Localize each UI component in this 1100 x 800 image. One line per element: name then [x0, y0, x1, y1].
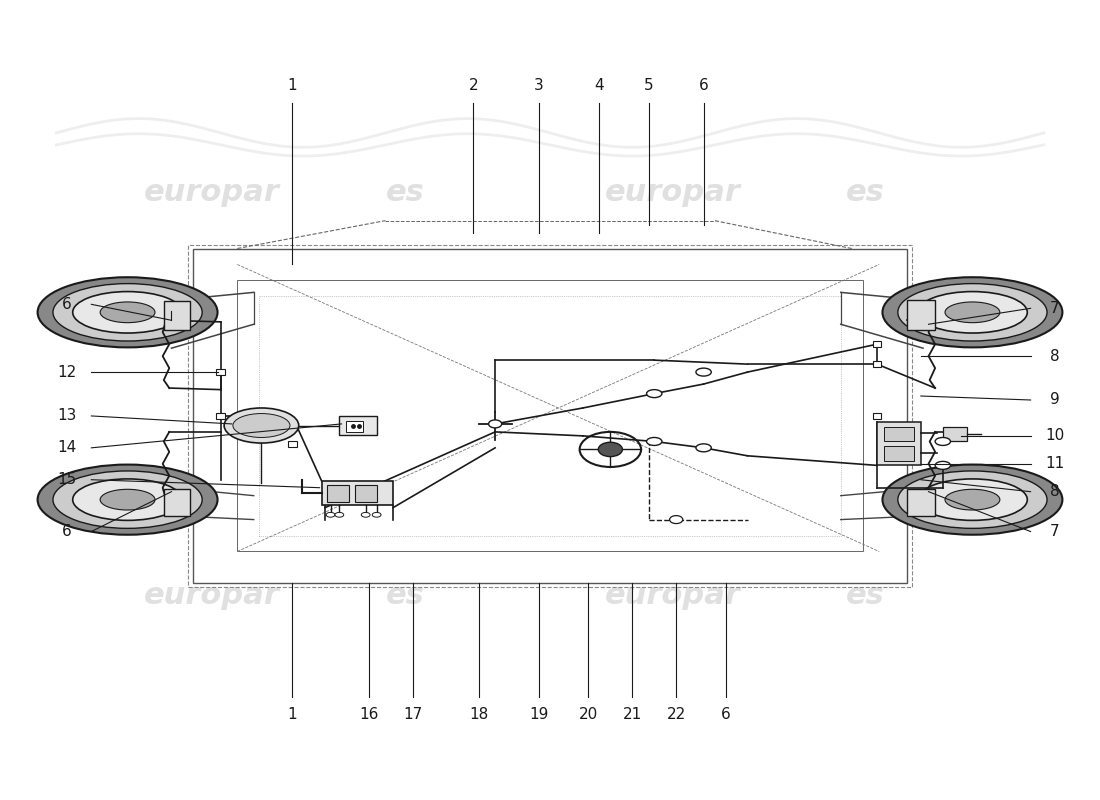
Text: es: es — [846, 178, 886, 207]
Ellipse shape — [53, 471, 202, 528]
Ellipse shape — [917, 479, 1027, 520]
Text: 7: 7 — [1049, 524, 1059, 539]
Bar — [345, 421, 363, 432]
Bar — [883, 446, 914, 461]
Ellipse shape — [100, 302, 155, 322]
Text: 1: 1 — [287, 707, 297, 722]
Ellipse shape — [372, 513, 381, 517]
Bar — [288, 441, 297, 447]
Bar — [238, 281, 862, 551]
Bar — [906, 299, 935, 330]
Bar — [872, 413, 881, 419]
Text: 18: 18 — [469, 707, 488, 722]
Ellipse shape — [696, 444, 712, 452]
Ellipse shape — [73, 291, 183, 333]
Ellipse shape — [917, 291, 1027, 333]
Ellipse shape — [898, 284, 1047, 341]
Ellipse shape — [945, 490, 1000, 510]
Text: es: es — [385, 581, 425, 610]
Bar — [188, 245, 912, 587]
Ellipse shape — [696, 368, 712, 376]
Text: 6: 6 — [698, 78, 708, 93]
Bar — [164, 490, 190, 515]
Text: 14: 14 — [57, 440, 77, 455]
Text: 4: 4 — [595, 78, 604, 93]
Text: 6: 6 — [63, 524, 73, 539]
Ellipse shape — [361, 513, 370, 517]
Bar — [872, 361, 881, 367]
Bar — [322, 482, 393, 506]
Text: 6: 6 — [720, 707, 730, 722]
Ellipse shape — [224, 408, 299, 443]
Text: europar: europar — [605, 581, 740, 610]
Text: 22: 22 — [667, 707, 685, 722]
Text: europar: europar — [144, 581, 279, 610]
Ellipse shape — [945, 302, 1000, 322]
Ellipse shape — [327, 513, 334, 517]
Ellipse shape — [598, 442, 623, 457]
Ellipse shape — [100, 490, 155, 510]
Bar — [164, 301, 190, 330]
Ellipse shape — [37, 278, 218, 347]
Ellipse shape — [882, 278, 1063, 347]
Text: europar: europar — [605, 178, 740, 207]
Ellipse shape — [334, 513, 343, 517]
Text: es: es — [385, 178, 425, 207]
Text: 6: 6 — [63, 297, 73, 312]
Text: 9: 9 — [1049, 393, 1059, 407]
Ellipse shape — [73, 479, 183, 520]
Ellipse shape — [898, 471, 1047, 528]
Bar — [872, 341, 881, 347]
Text: es: es — [846, 581, 886, 610]
Bar — [339, 416, 376, 435]
Ellipse shape — [935, 438, 950, 446]
Bar — [943, 427, 967, 442]
Text: europar: europar — [144, 178, 279, 207]
Text: 10: 10 — [1045, 428, 1065, 443]
Text: 20: 20 — [579, 707, 598, 722]
Bar — [260, 296, 840, 535]
Bar — [883, 427, 914, 442]
Ellipse shape — [488, 420, 502, 428]
Text: 3: 3 — [535, 78, 543, 93]
Bar — [906, 490, 935, 515]
Text: 16: 16 — [360, 707, 378, 722]
Text: 12: 12 — [57, 365, 77, 379]
Ellipse shape — [647, 438, 662, 446]
Text: 8: 8 — [1049, 484, 1059, 499]
Bar — [194, 249, 906, 583]
Text: 17: 17 — [404, 707, 422, 722]
Text: 19: 19 — [529, 707, 549, 722]
Text: 8: 8 — [1049, 349, 1059, 364]
Ellipse shape — [233, 414, 290, 438]
Bar — [217, 413, 226, 419]
Text: 1: 1 — [287, 78, 297, 93]
Text: 7: 7 — [1049, 301, 1059, 316]
Text: 13: 13 — [57, 409, 77, 423]
Text: 5: 5 — [644, 78, 653, 93]
Bar — [217, 369, 226, 375]
Ellipse shape — [53, 284, 202, 341]
Text: 15: 15 — [57, 472, 77, 487]
Text: 11: 11 — [1045, 456, 1065, 471]
Ellipse shape — [37, 465, 218, 534]
Ellipse shape — [882, 465, 1063, 534]
Bar — [328, 485, 349, 502]
Text: 2: 2 — [469, 78, 478, 93]
Bar — [354, 485, 376, 502]
Bar — [877, 422, 921, 466]
Text: 21: 21 — [623, 707, 642, 722]
Ellipse shape — [935, 462, 950, 470]
Ellipse shape — [647, 390, 662, 398]
Ellipse shape — [670, 515, 683, 523]
